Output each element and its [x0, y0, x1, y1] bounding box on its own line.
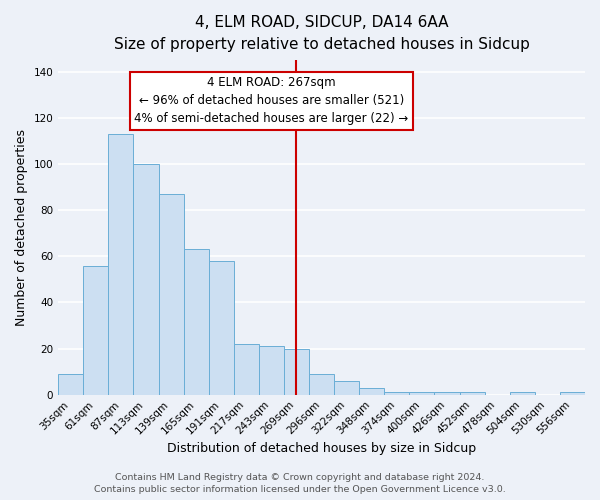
Bar	[460, 392, 485, 394]
Bar	[385, 392, 409, 394]
Bar	[83, 266, 109, 394]
Bar	[259, 346, 284, 395]
Text: 4 ELM ROAD: 267sqm
← 96% of detached houses are smaller (521)
4% of semi-detache: 4 ELM ROAD: 267sqm ← 96% of detached hou…	[134, 76, 409, 126]
Text: Contains HM Land Registry data © Crown copyright and database right 2024.
Contai: Contains HM Land Registry data © Crown c…	[94, 473, 506, 494]
Bar	[560, 392, 585, 394]
Bar	[209, 261, 234, 394]
X-axis label: Distribution of detached houses by size in Sidcup: Distribution of detached houses by size …	[167, 442, 476, 455]
Bar	[510, 392, 535, 394]
Bar	[309, 374, 334, 394]
Bar	[409, 392, 434, 394]
Bar	[58, 374, 83, 394]
Bar	[158, 194, 184, 394]
Bar	[109, 134, 133, 394]
Y-axis label: Number of detached properties: Number of detached properties	[15, 129, 28, 326]
Bar	[359, 388, 385, 394]
Bar	[184, 250, 209, 394]
Title: 4, ELM ROAD, SIDCUP, DA14 6AA
Size of property relative to detached houses in Si: 4, ELM ROAD, SIDCUP, DA14 6AA Size of pr…	[113, 15, 530, 52]
Bar	[234, 344, 259, 395]
Bar	[434, 392, 460, 394]
Bar	[284, 348, 309, 395]
Bar	[133, 164, 158, 394]
Bar	[334, 381, 359, 394]
